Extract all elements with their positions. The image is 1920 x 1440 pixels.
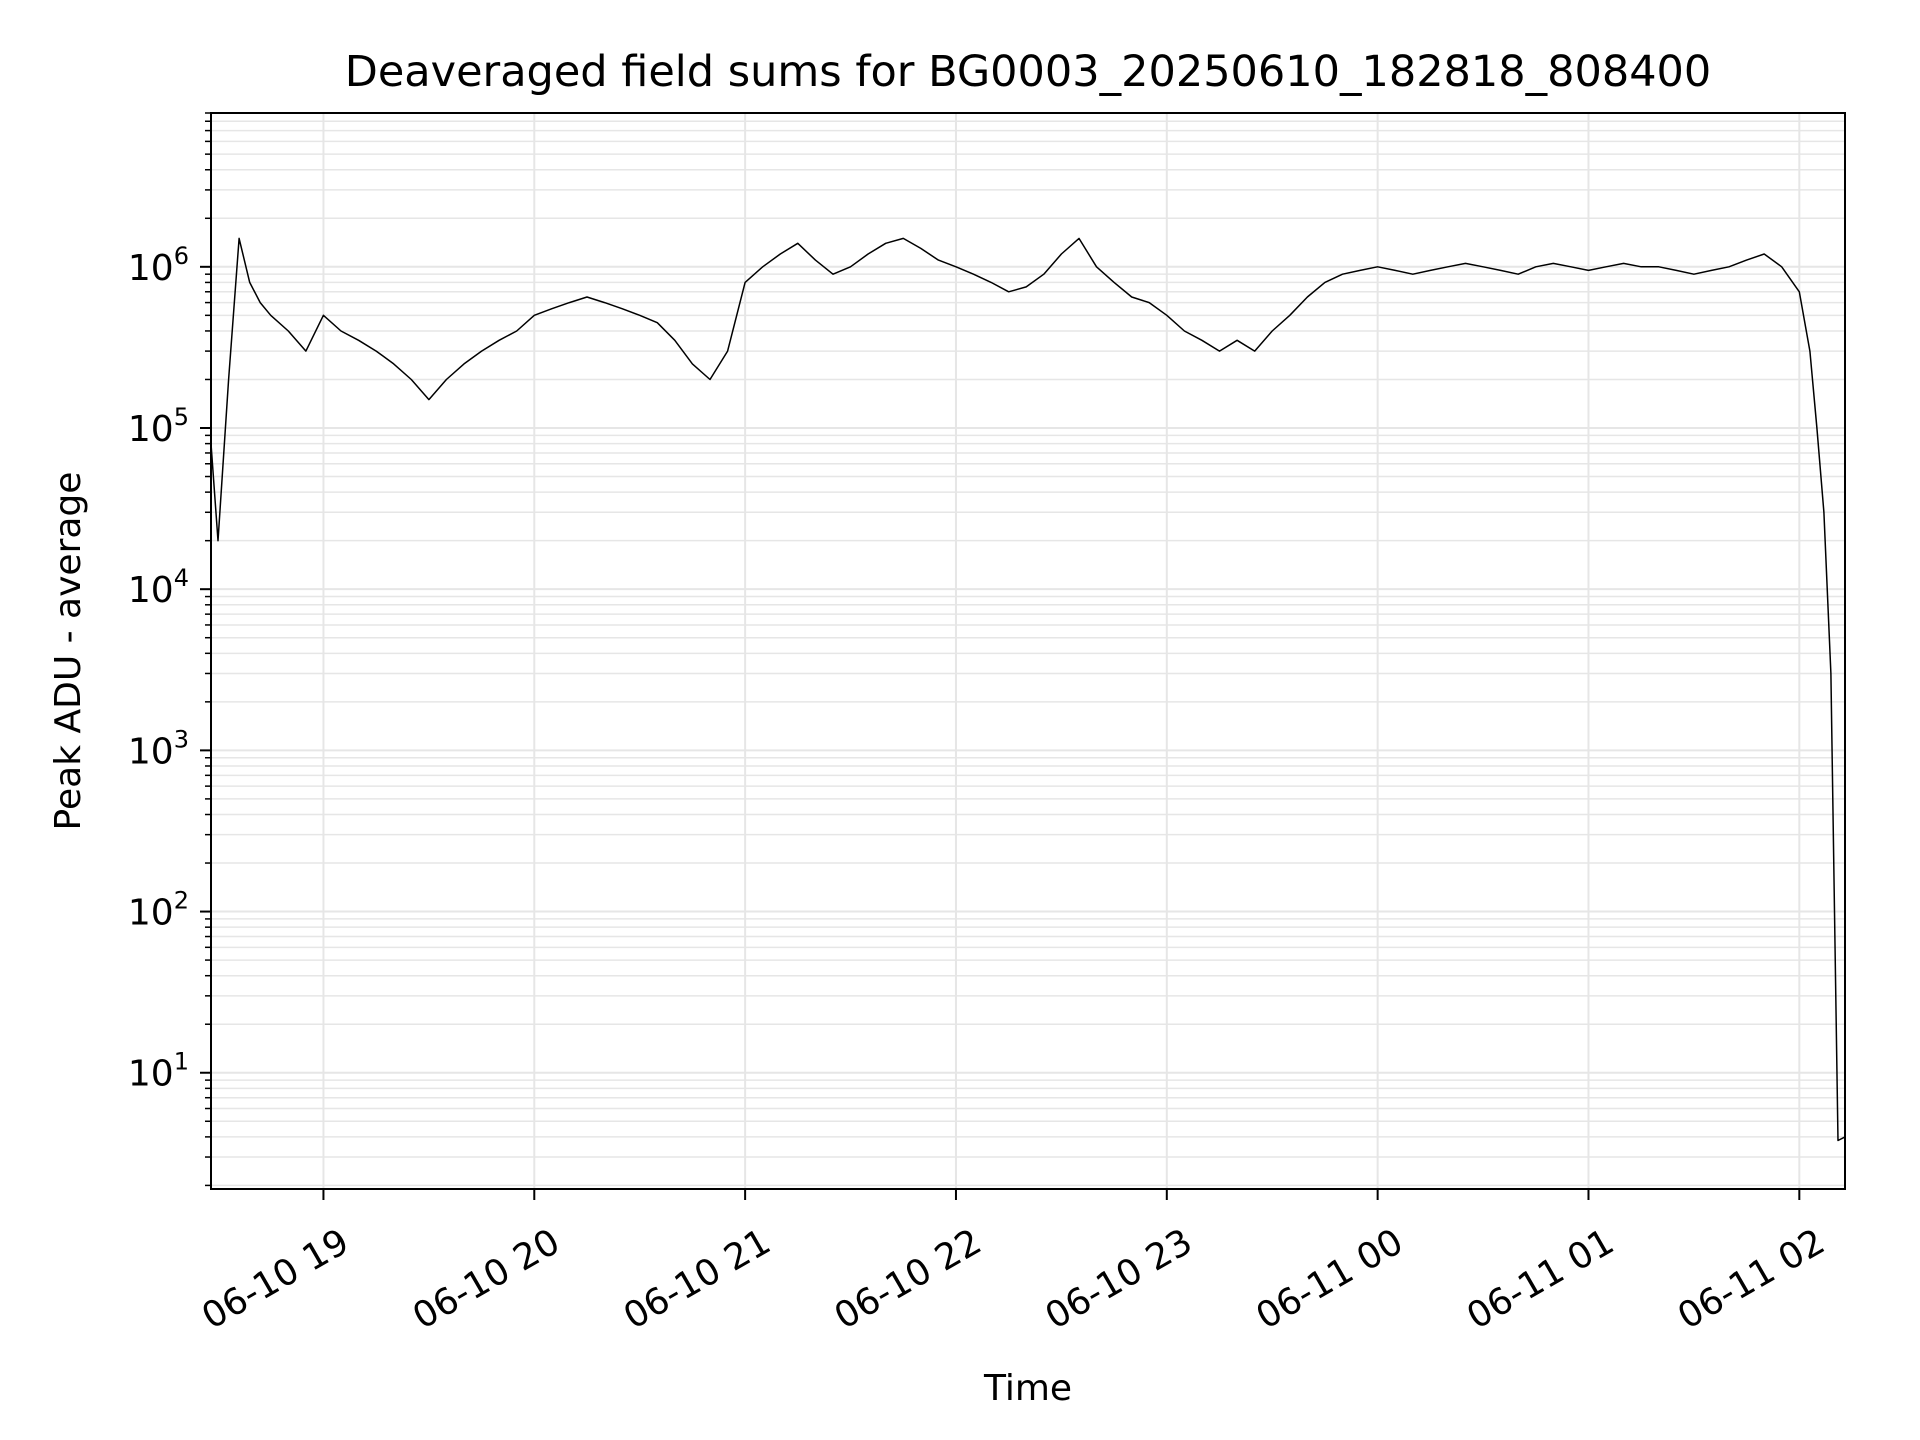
x-axis-label: Time — [983, 1368, 1072, 1409]
y-tick-label: 101 — [128, 1048, 189, 1095]
y-tick-label: 104 — [128, 564, 189, 611]
y-axis: 101 102 103 104 105 106 — [128, 112, 211, 1187]
y-tick-label: 103 — [128, 725, 189, 772]
series-line — [210, 237, 1846, 1142]
y-tick-label: 106 — [128, 242, 189, 289]
chart-title: Deaveraged field sums for BG0003_2025061… — [345, 47, 1712, 97]
y-tick-label: 105 — [128, 403, 189, 450]
plot-frame — [210, 112, 1846, 1190]
y-tick-label: 102 — [128, 887, 189, 934]
grid — [211, 112, 1845, 1189]
series-group — [210, 237, 1846, 1142]
y-axis-label: Peak ADU - average — [48, 472, 89, 831]
